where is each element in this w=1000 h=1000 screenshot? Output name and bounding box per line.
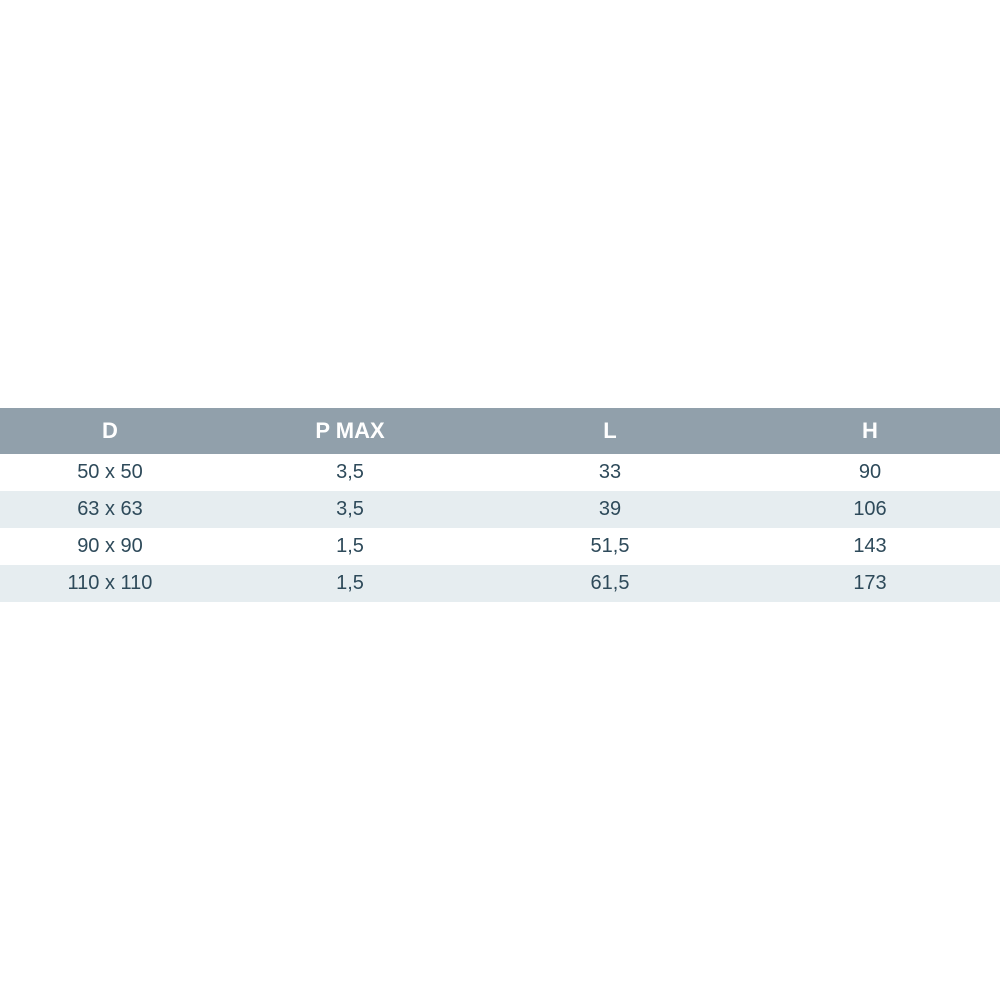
col-header-d: D <box>0 408 220 454</box>
cell-pmax: 3,5 <box>220 491 480 528</box>
spec-table: D P MAX L H 50 x 50 3,5 33 90 63 x 63 3,… <box>0 408 1000 602</box>
cell-d: 110 x 110 <box>0 565 220 602</box>
cell-l: 39 <box>480 491 740 528</box>
col-header-h: H <box>740 408 1000 454</box>
cell-h: 173 <box>740 565 1000 602</box>
cell-h: 90 <box>740 454 1000 491</box>
cell-d: 90 x 90 <box>0 528 220 565</box>
cell-d: 63 x 63 <box>0 491 220 528</box>
table-row: 90 x 90 1,5 51,5 143 <box>0 528 1000 565</box>
cell-l: 61,5 <box>480 565 740 602</box>
table-row: 63 x 63 3,5 39 106 <box>0 491 1000 528</box>
spec-table-container: D P MAX L H 50 x 50 3,5 33 90 63 x 63 3,… <box>0 408 1000 602</box>
cell-l: 33 <box>480 454 740 491</box>
col-header-pmax: P MAX <box>220 408 480 454</box>
cell-pmax: 1,5 <box>220 528 480 565</box>
cell-h: 143 <box>740 528 1000 565</box>
cell-pmax: 3,5 <box>220 454 480 491</box>
table-row: 50 x 50 3,5 33 90 <box>0 454 1000 491</box>
cell-pmax: 1,5 <box>220 565 480 602</box>
cell-h: 106 <box>740 491 1000 528</box>
cell-l: 51,5 <box>480 528 740 565</box>
table-row: 110 x 110 1,5 61,5 173 <box>0 565 1000 602</box>
cell-d: 50 x 50 <box>0 454 220 491</box>
table-header-row: D P MAX L H <box>0 408 1000 454</box>
col-header-l: L <box>480 408 740 454</box>
